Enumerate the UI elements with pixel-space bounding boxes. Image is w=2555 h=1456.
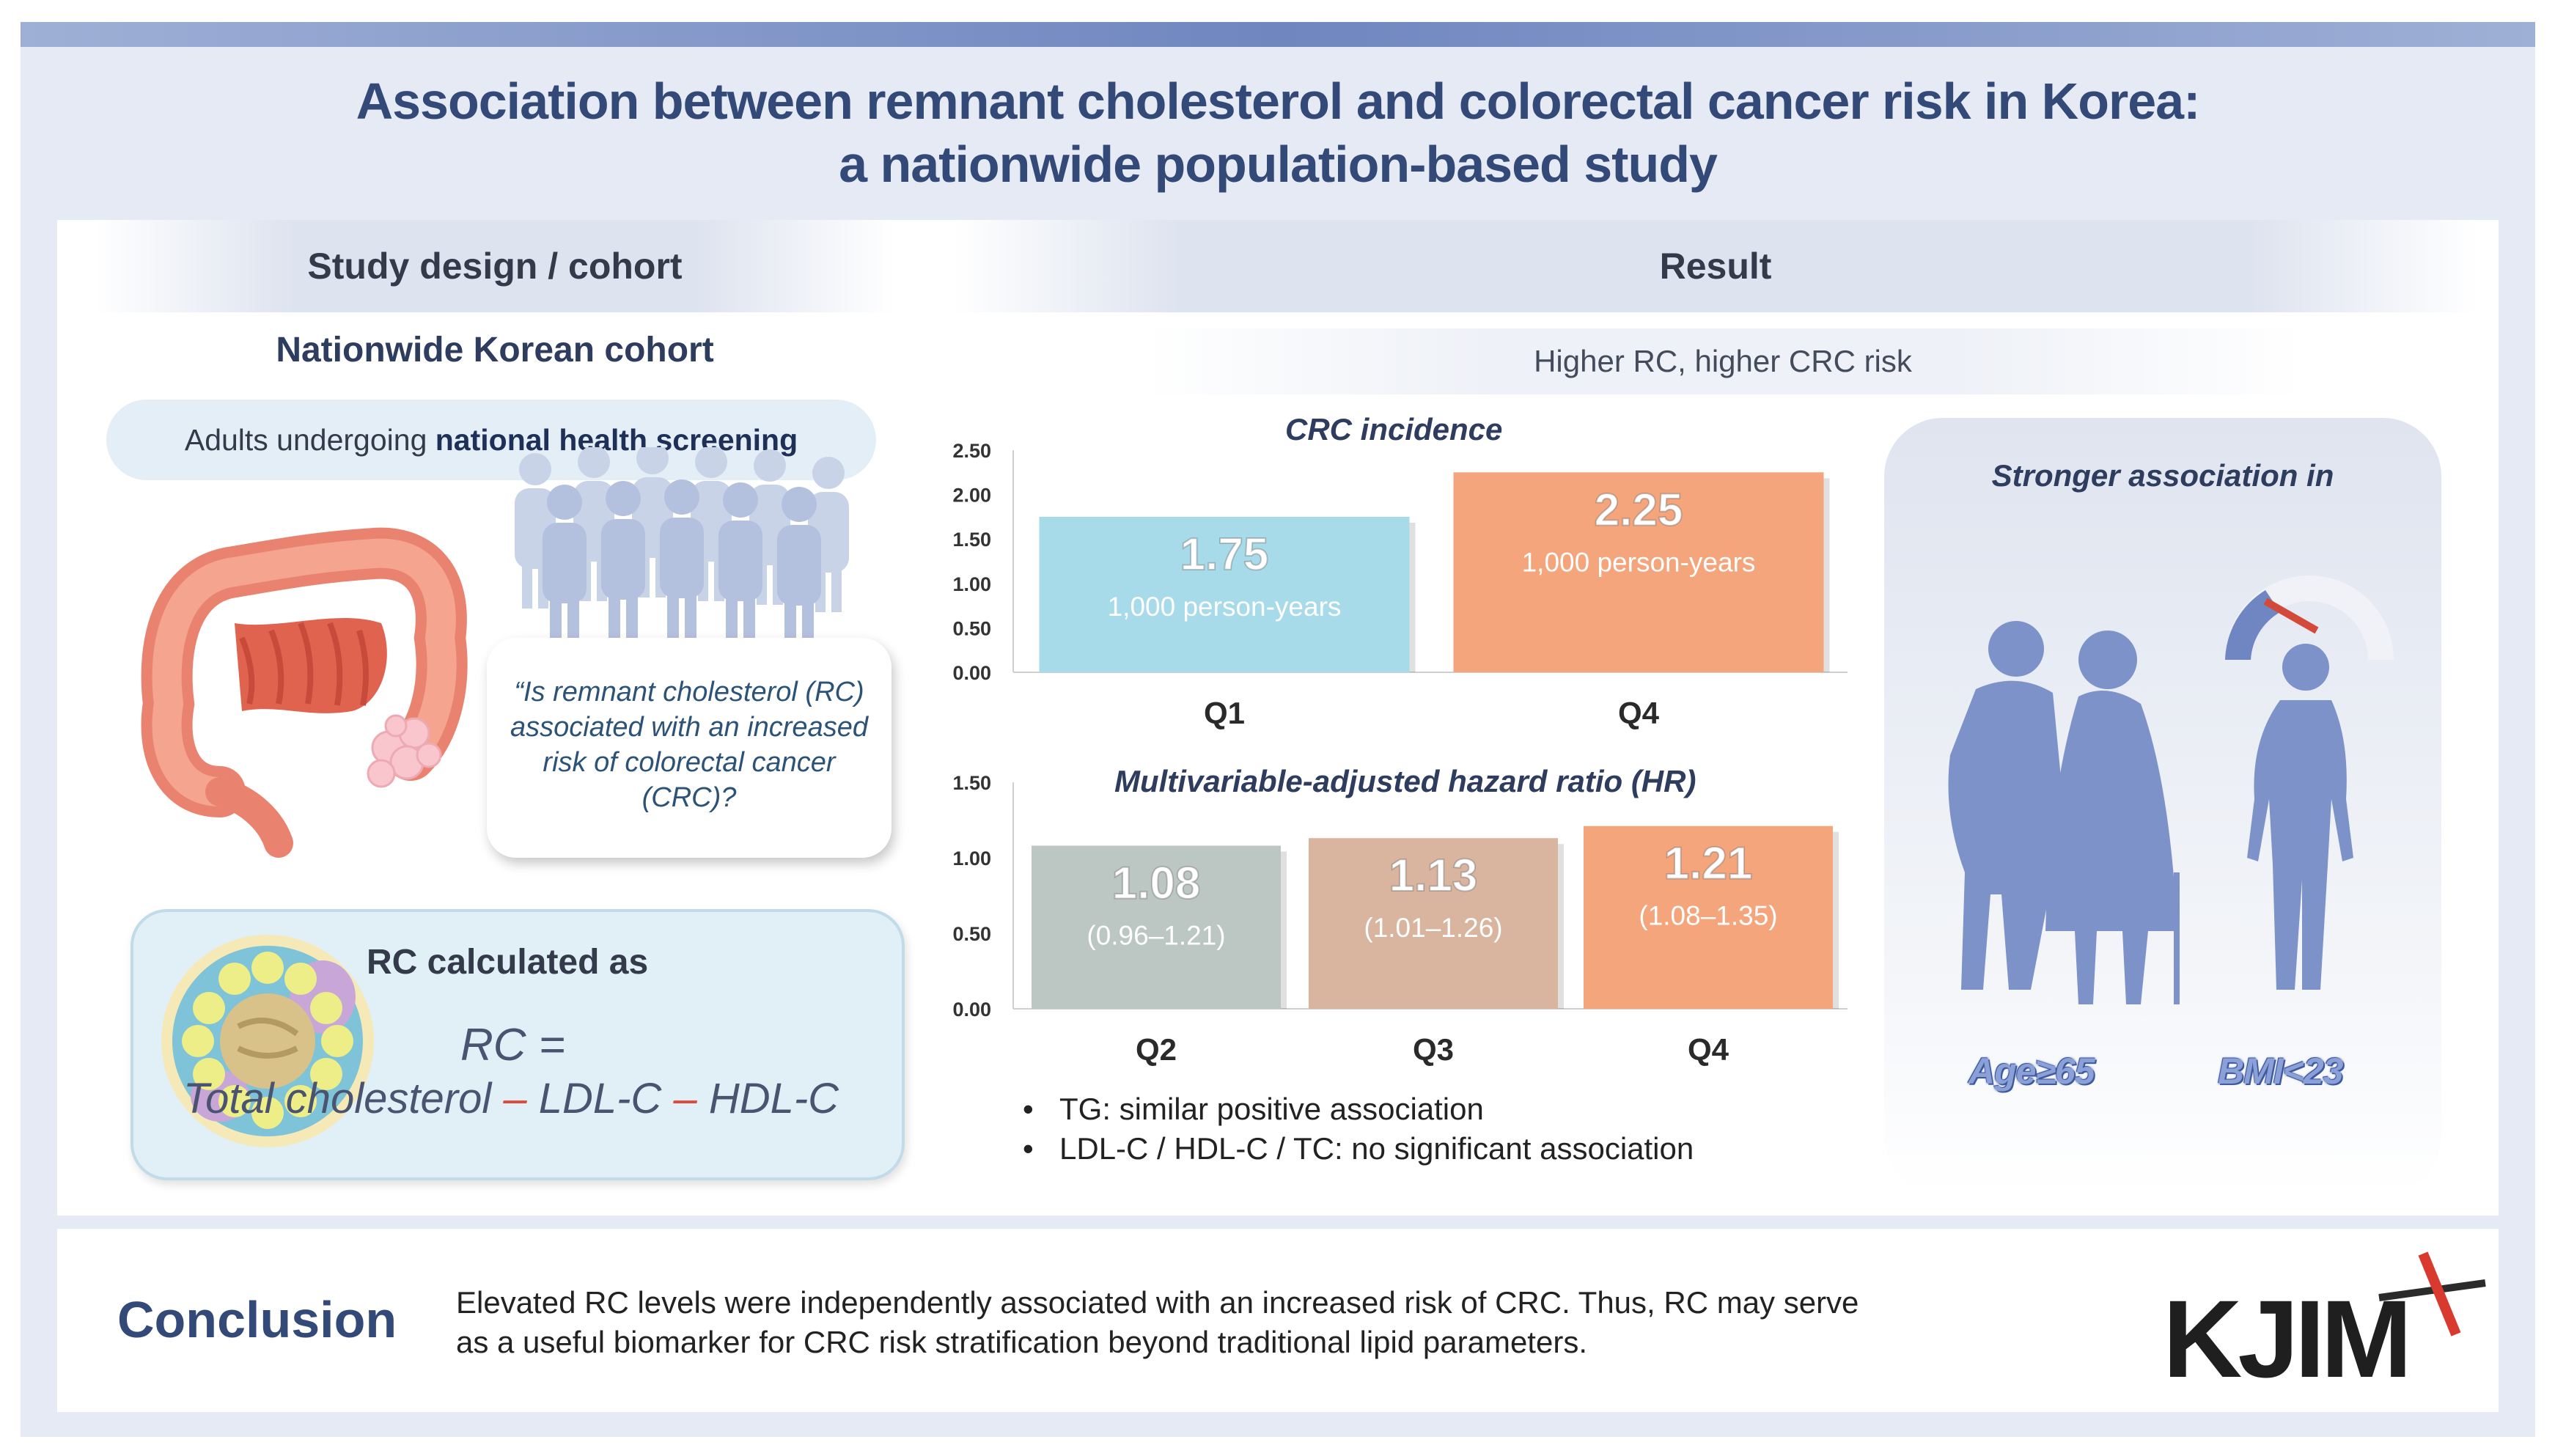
y-tick-label: 1.50: [952, 772, 991, 794]
result-header: Result: [953, 220, 2478, 312]
y-tick-label: 2.00: [952, 485, 991, 507]
rc-formula: Total cholesterol – LDL-C – HDL-C: [183, 1074, 887, 1123]
bar-sub-label: (1.01–1.26): [1364, 913, 1502, 943]
population-pill: Adults undergoing national health screen…: [106, 400, 876, 480]
population-prefix: Adults undergoing: [184, 423, 435, 457]
study-design-header: Study design / cohort: [95, 220, 894, 312]
rc-equation-lhs: RC =: [460, 1020, 565, 1070]
y-tick-label: 1.00: [952, 848, 991, 869]
formula-minus-2: –: [661, 1075, 709, 1122]
y-tick-label: 1.50: [952, 529, 991, 551]
lipoprotein-icon: [161, 935, 374, 1147]
top-accent-bar: [21, 22, 2535, 47]
formula-ldl: LDL-C: [538, 1075, 662, 1122]
bubble-pointer: [440, 733, 502, 759]
elderly-couple-and-person-icon: [1948, 576, 2394, 1004]
bmi-label: BMI<23: [2218, 1051, 2343, 1092]
y-tick-label: 2.50: [952, 440, 991, 462]
result-subtitle: Higher RC, higher CRC risk: [1144, 328, 2302, 394]
kjim-logo: KJIM: [2163, 1277, 2412, 1400]
bar-sub-label: (0.96–1.21): [1087, 921, 1225, 951]
bar-value-label: 1.21: [1664, 839, 1753, 889]
crc-incidence-chart: 0.00 0.50 1.00 1.50 2.00 2.50 1.75 1,000 person…: [952, 440, 1848, 730]
x-category-label: Q2: [1136, 1032, 1177, 1067]
bar: [1039, 516, 1410, 672]
bar-sub-label: (1.08–1.35): [1639, 901, 1777, 931]
x-category-label: Q4: [1618, 696, 1660, 730]
title-line-1: Association between remnant cholesterol …: [356, 73, 2201, 130]
people-group-icon: [515, 447, 849, 642]
rc-calculated-title: RC calculated as: [367, 943, 649, 982]
population-bold: national health screening: [435, 423, 798, 457]
question-bubble: [487, 638, 892, 858]
bar-value-label: 1.75: [1180, 529, 1269, 580]
bar: [1584, 826, 1833, 1009]
conclusion-text: Elevated RC levels were independently as…: [456, 1283, 1915, 1362]
y-tick-label: 1.00: [952, 573, 991, 595]
x-category-label: Q4: [1688, 1032, 1729, 1067]
bar-value-label: 1.08: [1112, 858, 1201, 909]
title-line-2: a nationwide population-based study: [839, 136, 1718, 193]
bar-value-label: 1.13: [1389, 850, 1478, 901]
colon-icon: [141, 527, 468, 858]
stronger-association-title: Stronger association in: [1991, 458, 2334, 493]
formula-hdl: HDL-C: [708, 1075, 839, 1122]
page-title: Association between remnant cholesterol …: [21, 70, 2535, 196]
kjim-logo-mark-icon: [2378, 1251, 2486, 1336]
bullet-item: TG: similar positive association: [1023, 1089, 1694, 1129]
chart-incidence-title: CRC incidence: [1285, 412, 1503, 446]
hazard-ratio-chart: 0.00 0.50 1.00 1.50 1.08 (0.96–1.21) Q2 1.13 (1.…: [952, 772, 1848, 1067]
bar: [1032, 845, 1281, 1009]
research-question: “Is remnant cholesterol (RC) associated …: [510, 677, 868, 813]
conclusion-title: Conclusion: [117, 1291, 397, 1348]
bar-value-label: 2.25: [1595, 485, 1683, 535]
bar-sub-label: 1,000 person-years: [1108, 592, 1342, 622]
conclusion-box: [57, 1229, 2499, 1412]
chart-hr-title: Multivariable-adjusted hazard ratio (HR): [1114, 764, 1696, 798]
bar: [1309, 838, 1558, 1009]
y-tick-label: 0.00: [952, 662, 991, 684]
bullet-item: LDL-C / HDL-C / TC: no significant assoc…: [1023, 1129, 1694, 1169]
cohort-label: Nationwide Korean cohort: [276, 331, 714, 369]
formula-total-cholesterol: Total cholesterol: [183, 1075, 492, 1122]
conclusion-line-2: as a useful biomarker for CRC risk strat…: [456, 1325, 1587, 1359]
y-tick-label: 0.50: [952, 617, 991, 639]
x-category-label: Q3: [1413, 1032, 1454, 1067]
conclusion-line-1: Elevated RC levels were independently as…: [456, 1285, 1859, 1320]
y-tick-label: 0.00: [952, 999, 991, 1021]
y-tick-label: 0.50: [952, 923, 991, 945]
formula-minus-1: –: [491, 1075, 539, 1122]
x-category-label: Q1: [1204, 696, 1245, 730]
bar: [1453, 472, 1824, 672]
age-label: Age≥65: [1968, 1051, 2095, 1092]
bullet-list: TG: similar positive association LDL-C /…: [1023, 1089, 1694, 1169]
bar-sub-label: 1,000 person-years: [1522, 547, 1756, 577]
